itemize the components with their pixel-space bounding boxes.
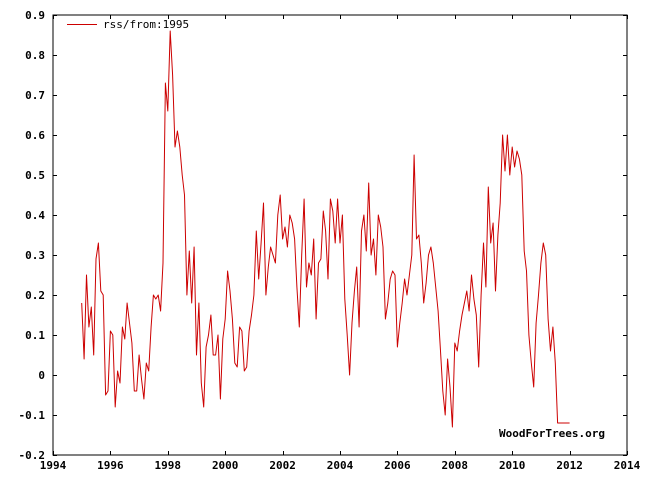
x-tick-label: 2006 (384, 459, 411, 472)
x-tick-label: 2014 (614, 459, 641, 472)
y-tick-label: 0 (38, 369, 45, 382)
x-tick-label: 2000 (212, 459, 239, 472)
legend-label: rss/from:1995 (103, 18, 189, 31)
x-tick-label: 1994 (40, 459, 67, 472)
x-tick-label: 1998 (155, 459, 182, 472)
y-tick-label: 0.4 (25, 209, 45, 222)
y-tick-label: -0.1 (19, 409, 46, 422)
credit-label: WoodForTrees.org (499, 427, 605, 440)
y-tick-label: 0.9 (25, 9, 45, 22)
series-line (81, 30, 570, 428)
x-tick-label: 2004 (327, 459, 354, 472)
legend: rss/from:1995 (67, 18, 189, 31)
x-tick-label: 2002 (269, 459, 296, 472)
y-tick-label: 0.7 (25, 89, 45, 102)
y-tick-label: 0.3 (25, 249, 45, 262)
y-tick-label: 0.6 (25, 129, 45, 142)
x-tick-label: 1996 (97, 459, 124, 472)
ticks-group: -0.2 -0.1 0 0.1 0.2 0.3 0.4 0.5 0.6 0.7 0.8 0.9 1994… (19, 9, 641, 472)
x-tick-label: 2010 (499, 459, 526, 472)
y-tick-label: 0.8 (25, 49, 45, 62)
x-tick-label: 2012 (556, 459, 583, 472)
y-tick-label: 0.1 (25, 329, 45, 342)
y-tick-label: -0.2 (19, 449, 46, 462)
y-tick-label: 0.2 (25, 289, 45, 302)
x-tick-label: 2008 (442, 459, 469, 472)
y-tick-label: 0.5 (25, 169, 45, 182)
series-group (81, 30, 570, 428)
